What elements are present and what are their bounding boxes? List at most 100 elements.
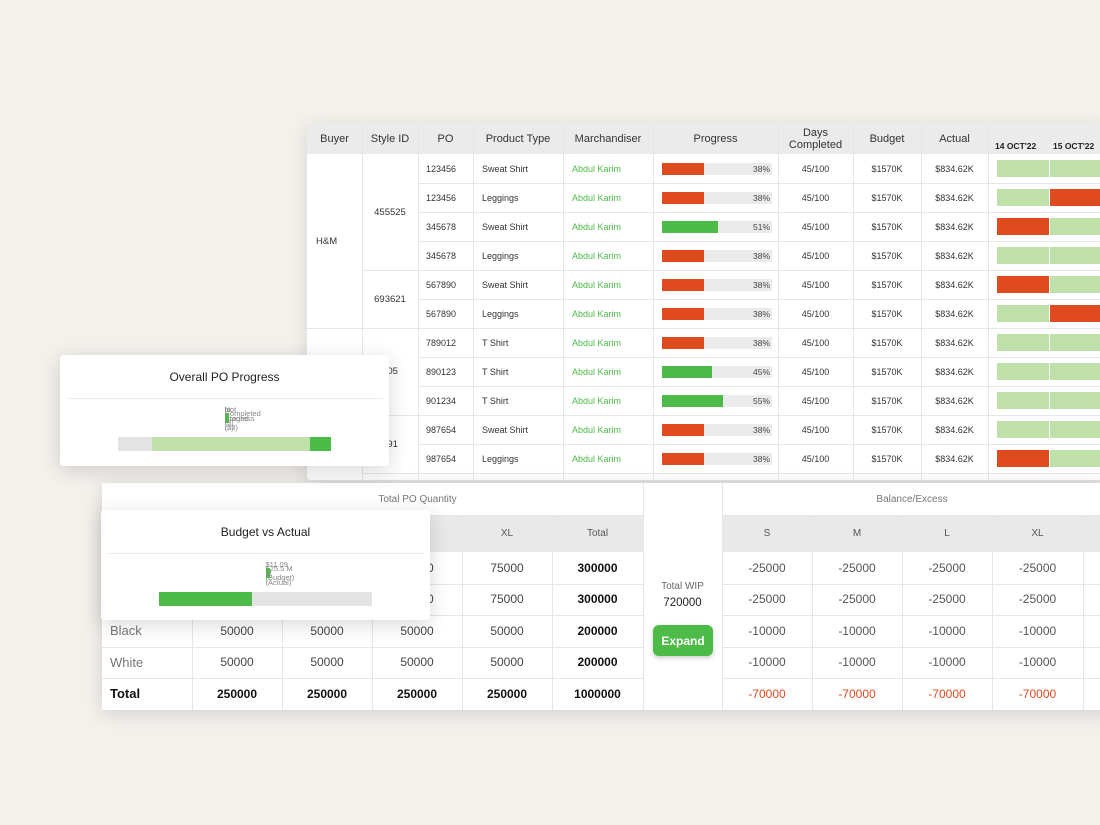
- wip-value: 720000: [663, 597, 702, 609]
- divider: [102, 678, 643, 679]
- legend-label: Not Started (5): [224, 404, 249, 432]
- days-completed: 45/100: [801, 250, 830, 261]
- expand-button[interactable]: Expand: [653, 625, 713, 656]
- bar-segment: [159, 592, 252, 606]
- merchandiser: Abdul Karim: [572, 424, 622, 435]
- divider: [362, 270, 1100, 271]
- merchandiser: Abdul Karim: [572, 279, 622, 290]
- days-completed: 45/100: [801, 308, 830, 319]
- progress-label: 38%: [752, 337, 770, 348]
- timeline-cell: [997, 218, 1049, 235]
- po-number: 567890: [426, 308, 457, 319]
- balance-cell: -70000: [748, 686, 786, 701]
- divider: [722, 646, 1100, 648]
- divider: [722, 515, 723, 710]
- actual: $834.62K: [935, 163, 974, 174]
- legend: $25.5 M (Budget) $11.09 M (Actual): [101, 560, 430, 587]
- divider: [418, 212, 1100, 213]
- progress-label: 38%: [752, 163, 770, 174]
- column-header: Marchandiser: [574, 132, 642, 145]
- timeline-cell: [1050, 276, 1100, 293]
- progress-bar: [662, 192, 704, 204]
- merchandiser: Abdul Karim: [572, 221, 622, 232]
- quantity-cell: 75000: [490, 560, 524, 575]
- section-title: Balance/Excess: [876, 493, 948, 505]
- divider: [418, 299, 1100, 300]
- quantity-cell: 200000: [577, 655, 618, 670]
- progress-label: 55%: [752, 395, 770, 406]
- divider: [192, 483, 643, 484]
- balance-cell: -10000: [838, 655, 876, 670]
- merchandiser: Abdul Karim: [572, 163, 622, 174]
- divider: [643, 483, 644, 710]
- bar-segment: [118, 437, 153, 451]
- column-header: Total: [586, 528, 609, 539]
- section-title: Total PO Quantity: [378, 493, 457, 505]
- timeline-cell: [997, 363, 1049, 380]
- quantity-cell: 50000: [220, 655, 254, 670]
- timeline-cell: [1050, 421, 1100, 438]
- quantity-cell: 50000: [490, 655, 524, 670]
- column-header: Actual: [939, 132, 970, 145]
- actual: $834.62K: [935, 337, 974, 348]
- divider: [992, 515, 993, 710]
- timeline-cell: [997, 450, 1049, 467]
- budget: $1570K: [871, 221, 903, 232]
- row-label: Black: [110, 623, 142, 639]
- progress-label: 38%: [752, 279, 770, 290]
- column-header: Product Type: [485, 132, 551, 145]
- divider: [362, 123, 363, 480]
- column-header: Buyer: [320, 132, 349, 145]
- divider: [902, 515, 903, 710]
- progress-label: 51%: [752, 221, 770, 232]
- days-completed: 45/100: [801, 163, 830, 174]
- date-header: 15 OCT'22: [1053, 141, 1095, 151]
- column-header: L: [944, 528, 950, 539]
- timeline-cell: [1050, 218, 1100, 235]
- divider: [107, 553, 424, 554]
- merchandiser: Abdul Karim: [572, 308, 622, 319]
- budget: $1570K: [871, 250, 903, 261]
- actual: $834.62K: [935, 366, 974, 377]
- date-header: 14 OCT'22: [995, 141, 1037, 151]
- po-number: 123456: [426, 192, 457, 203]
- divider: [362, 328, 1100, 329]
- balance-cell: -70000: [838, 686, 876, 701]
- po-number: 890123: [426, 366, 457, 377]
- budget: $1570K: [871, 192, 903, 203]
- merchandiser: Abdul Karim: [572, 337, 622, 348]
- timeline-cell: [997, 334, 1049, 351]
- legend-swatch: [265, 568, 270, 578]
- balance-cell: -25000: [748, 560, 786, 575]
- quantity-cell: 50000: [220, 623, 254, 638]
- quantity-cell: 50000: [400, 655, 434, 670]
- balance-cell: -25000: [1018, 560, 1057, 575]
- timeline-cell: [997, 392, 1049, 409]
- budget: $1570K: [871, 453, 903, 464]
- days-completed: 45/100: [801, 192, 830, 203]
- balance-cell: -25000: [838, 560, 876, 575]
- divider: [362, 473, 1100, 474]
- divider: [778, 123, 779, 480]
- timeline-cell: [997, 160, 1049, 177]
- card-title: Budget vs Actual: [220, 525, 311, 539]
- days-completed: 45/100: [801, 337, 830, 348]
- progress-label: 45%: [752, 366, 770, 377]
- actual: $834.62K: [935, 453, 974, 464]
- divider: [418, 241, 1100, 242]
- balance-cell: -10000: [748, 655, 786, 670]
- bar-segment: [310, 437, 331, 451]
- quantity-cell: 250000: [486, 686, 528, 701]
- quantity-cell: 250000: [216, 686, 258, 701]
- quantity-cell: 250000: [306, 686, 348, 701]
- style-id-cell: 455525: [374, 206, 406, 218]
- actual: $834.62K: [935, 250, 974, 261]
- product-type: Leggings: [482, 192, 519, 203]
- days-completed: 45/100: [801, 221, 830, 232]
- merchandiser: Abdul Karim: [572, 395, 622, 406]
- progress-label: 38%: [752, 192, 770, 203]
- column-header: XL: [1031, 528, 1044, 539]
- legend-label: Completed (3): [224, 409, 261, 427]
- column-header: Budget: [869, 132, 905, 145]
- timeline-cell: [1050, 334, 1100, 351]
